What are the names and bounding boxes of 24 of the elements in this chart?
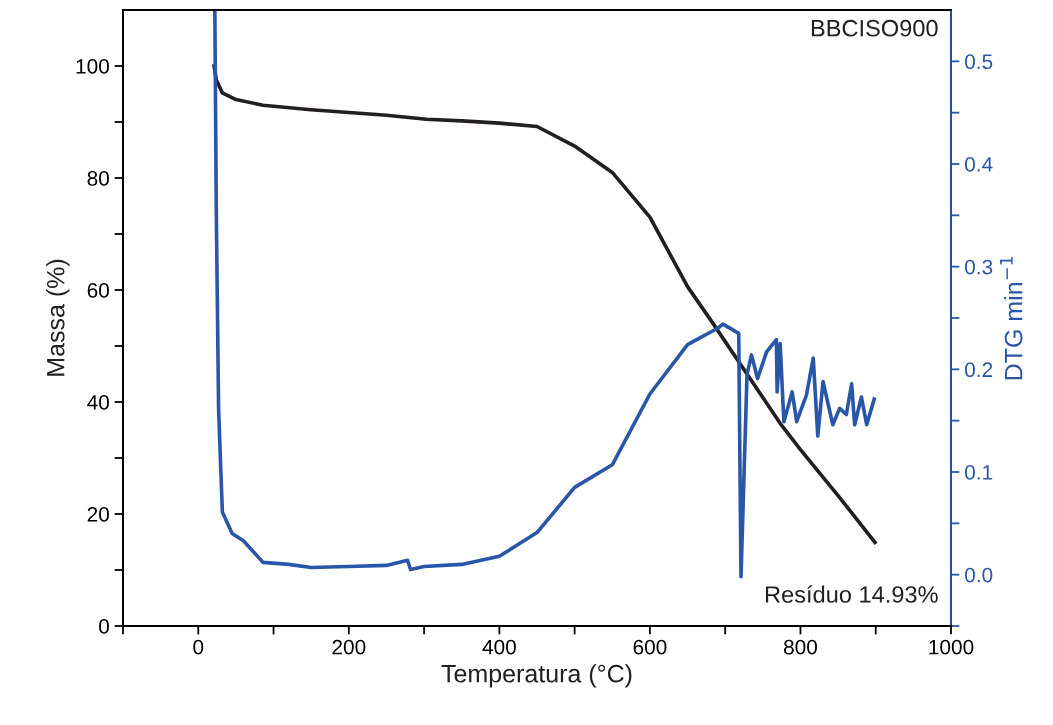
y-tick-label: 100	[76, 59, 109, 74]
x-tick-label: 0	[193, 639, 204, 655]
x-tick-label: 600	[633, 639, 667, 655]
y-axis-title: Massa (%)	[46, 259, 70, 376]
y-tick-label: 0	[99, 619, 109, 634]
annotation: Resíduo 14.93%	[765, 585, 938, 603]
y-tick-label: 20	[87, 507, 109, 522]
y2-tick-label: 0.4	[965, 157, 993, 172]
annotation: BBCISO900	[811, 19, 938, 37]
y-tick-label: 80	[87, 171, 109, 186]
x-tick-label: 800	[783, 639, 818, 655]
y2-tick-label: 0.5	[965, 54, 993, 70]
x-tick-label: 200	[332, 639, 366, 655]
y2-axis-title: DTG min$^{−1}$	[999, 256, 1023, 380]
x-tick-label: 1000	[929, 639, 974, 655]
line-series	[212, 64, 877, 545]
y2-tick-label: 0.2	[965, 362, 993, 378]
y2-tick-label: 0.3	[965, 259, 993, 275]
x-axis-title: Temperatura (°C)	[441, 664, 632, 688]
y-tick-label: 40	[87, 395, 109, 410]
y2-tick-label: 0.0	[965, 567, 993, 583]
y-tick-label: 60	[87, 283, 109, 298]
y2-tick-label: 0.1	[965, 465, 993, 480]
x-tick-label: 400	[482, 639, 516, 655]
